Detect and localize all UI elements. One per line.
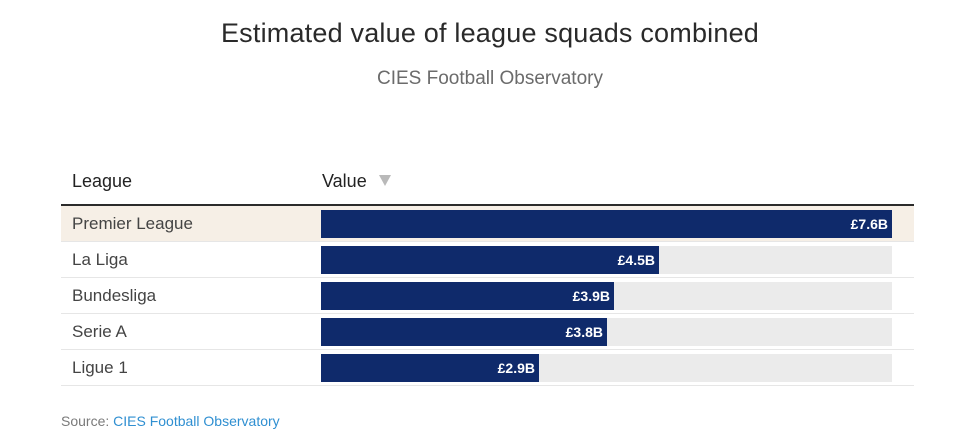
table-row: Premier League £7.6B	[61, 206, 914, 242]
header-league: League	[72, 171, 133, 191]
header-value-sort[interactable]: Value	[322, 171, 391, 192]
bar-table: League Value Premier League £7.6B La Liga £…	[61, 166, 914, 386]
sort-desc-triangle-icon[interactable]	[378, 175, 391, 186]
table-header: League Value	[61, 166, 914, 206]
bar-value-label: £3.8B	[565, 324, 603, 340]
bar-track: £3.8B	[321, 318, 892, 346]
row-label: La Liga	[72, 250, 128, 269]
bar: £3.8B	[321, 318, 607, 346]
bar-track: £4.5B	[321, 246, 892, 274]
bar: £2.9B	[321, 354, 539, 382]
source-prefix: Source:	[61, 413, 114, 429]
bar-track: £7.6B	[321, 210, 892, 238]
bar: £3.9B	[321, 282, 614, 310]
bar-track: £3.9B	[321, 282, 892, 310]
table-row: Ligue 1 £2.9B	[61, 350, 914, 386]
row-label: Premier League	[72, 214, 193, 233]
row-label: Bundesliga	[72, 286, 157, 305]
header-value-label: Value	[322, 171, 367, 191]
row-label: Ligue 1	[72, 358, 128, 377]
source-line: Source: CIES Football Observatory	[61, 413, 280, 429]
source-link[interactable]: CIES Football Observatory	[113, 413, 280, 429]
table-row: Bundesliga £3.9B	[61, 278, 914, 314]
bar-value-label: £7.6B	[850, 216, 888, 232]
table-row: Serie A £3.8B	[61, 314, 914, 350]
bar-track: £2.9B	[321, 354, 892, 382]
bar-value-label: £4.5B	[617, 252, 655, 268]
bar: £7.6B	[321, 210, 892, 238]
bar: £4.5B	[321, 246, 659, 274]
table-body: Premier League £7.6B La Liga £4.5B Bundeslig…	[61, 206, 914, 386]
chart-subtitle: CIES Football Observatory	[377, 68, 603, 89]
bar-value-label: £2.9B	[497, 360, 535, 376]
row-label: Serie A	[72, 322, 127, 341]
bar-value-label: £3.9B	[572, 288, 610, 304]
table-row: La Liga £4.5B	[61, 242, 914, 278]
chart-title: Estimated value of league squads combine…	[220, 18, 760, 48]
